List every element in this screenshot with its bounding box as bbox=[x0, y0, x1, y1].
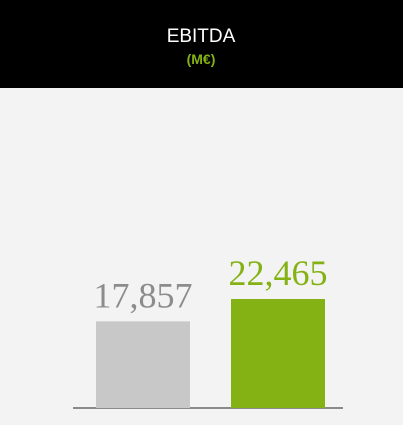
bar bbox=[96, 321, 190, 408]
value-label: 17,857 bbox=[94, 275, 193, 315]
value-label: 22,465 bbox=[229, 253, 328, 293]
header bbox=[0, 0, 403, 88]
chart-title: EBITDA bbox=[167, 26, 236, 47]
bar bbox=[231, 299, 325, 408]
chart-subtitle: (M€) bbox=[187, 51, 216, 67]
panel bbox=[0, 88, 403, 425]
